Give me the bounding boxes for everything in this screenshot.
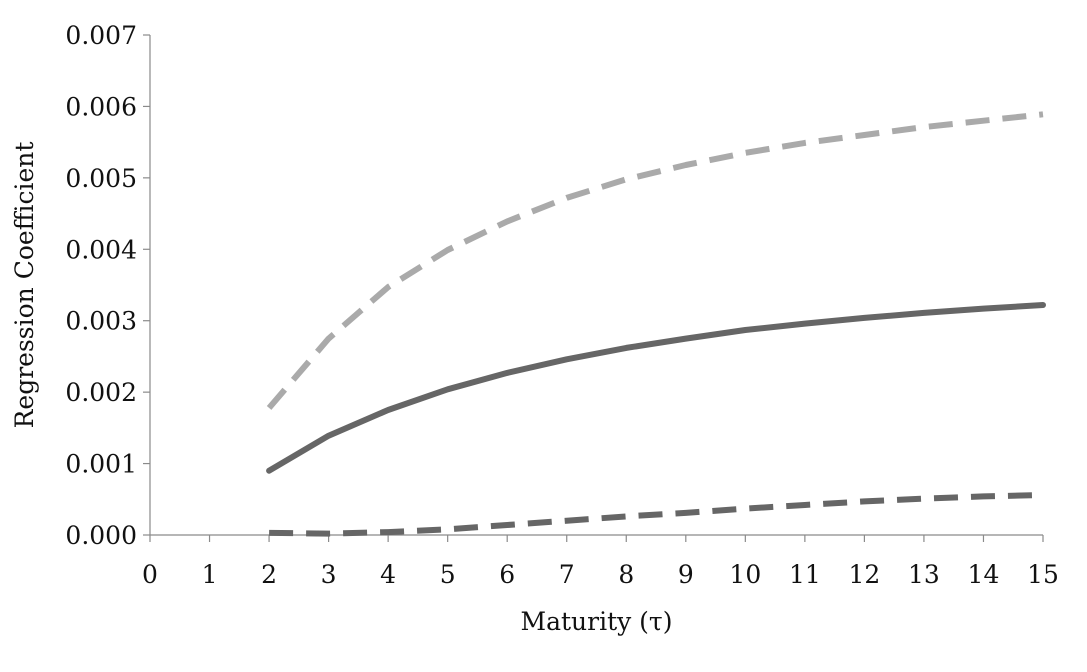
series-line-2 <box>266 302 1046 474</box>
x-tick-label: 6 <box>499 560 515 589</box>
y-tick-label: 0.001 <box>65 450 137 479</box>
y-tick-label: 0.002 <box>65 378 137 407</box>
x-tick-label: 8 <box>618 560 634 589</box>
y-tick-label: 0.004 <box>65 235 137 264</box>
x-tick-label: 15 <box>1027 560 1059 589</box>
axes <box>149 35 1043 536</box>
x-tick-label: 12 <box>848 560 880 589</box>
series-line-3 <box>269 492 1044 537</box>
series-line-1 <box>266 111 1044 410</box>
x-tick-label: 11 <box>789 560 821 589</box>
y-axis-ticks: 0.000 0.001 0.002 0.003 0.004 0.005 0.006 0.007 <box>65 21 150 550</box>
y-tick-label: 0.005 <box>65 164 137 193</box>
x-tick-label: 4 <box>380 560 396 589</box>
x-tick-label: 7 <box>559 560 575 589</box>
y-tick-label: 0.006 <box>65 92 137 121</box>
y-axis-title: Regression Coefficient <box>10 142 39 429</box>
x-tick-label: 5 <box>440 560 456 589</box>
x-tick-label: 13 <box>908 560 940 589</box>
y-tick-label: 0.000 <box>65 521 137 550</box>
x-tick-label: 0 <box>142 560 158 589</box>
x-axis-ticks: 0 1 2 3 4 5 6 7 8 9 10 11 12 13 14 15 <box>142 535 1059 589</box>
x-axis-title: Maturity (τ) <box>520 607 672 636</box>
x-tick-label: 14 <box>968 560 1000 589</box>
x-tick-label: 1 <box>202 560 218 589</box>
y-tick-label: 0.003 <box>65 307 137 336</box>
x-tick-label: 10 <box>729 560 761 589</box>
x-tick-label: 2 <box>261 560 277 589</box>
y-tick-label: 0.007 <box>65 21 137 50</box>
x-tick-label: 9 <box>678 560 694 589</box>
x-tick-label: 3 <box>321 560 337 589</box>
series-layer <box>266 111 1046 537</box>
